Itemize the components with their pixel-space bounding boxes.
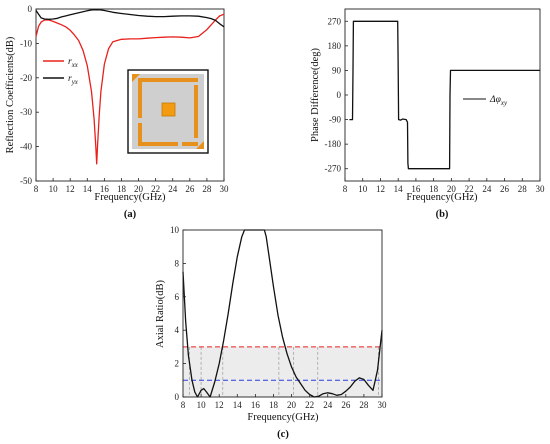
c-ytick-label: 8 <box>175 258 180 268</box>
a-xtick-label: 16 <box>100 184 110 194</box>
b-xtick-label: 30 <box>536 184 546 194</box>
b-ytick-label: -180 <box>325 139 342 149</box>
b-ytick-label: -270 <box>325 164 342 174</box>
a-xlabel: Frequency(GHz) <box>94 192 166 203</box>
c-panel-label: (c) <box>277 429 289 440</box>
a-panel-label: (a) <box>124 209 137 220</box>
c-ytick-label: 2 <box>175 359 180 369</box>
c-xtick-label: 20 <box>287 400 297 410</box>
c-xtick-label: 12 <box>215 400 224 410</box>
a-xtick-label: 8 <box>34 184 39 194</box>
a-ylabel: Reflection Coefficients(dB) <box>5 36 16 153</box>
b-xtick-label: 8 <box>343 184 348 194</box>
c-series-line-1 <box>182 229 383 398</box>
b-legend: Δφxy <box>463 95 508 107</box>
b-xtick-label: 10 <box>358 184 368 194</box>
plot-a-frame <box>35 8 225 182</box>
a-xtick-label: 14 <box>83 184 93 194</box>
b-xlabel: Frequency(GHz) <box>406 192 478 203</box>
b-ylabel: Phase Difference(deg) <box>310 48 321 142</box>
c-xtick-label: 16 <box>251 400 261 410</box>
a-ytick-label: -20 <box>20 73 32 83</box>
c-xlabel: Frequency(GHz) <box>247 412 319 423</box>
a-ytick-label: -40 <box>20 142 32 152</box>
c-xtick-label: 18 <box>269 400 279 410</box>
a-ytick-label: -30 <box>20 107 32 117</box>
b-panel-label: (b) <box>436 209 449 220</box>
a-xtick-label: 22 <box>151 184 160 194</box>
b-ytick-label: -90 <box>329 115 341 125</box>
a-series-line-2 <box>35 9 225 28</box>
b-ytick-label: 270 <box>328 16 342 26</box>
a-xtick-label: 28 <box>202 184 212 194</box>
a-xtick-label: 30 <box>220 184 230 194</box>
plot-c-frame <box>182 229 383 398</box>
c-ytick-label: 6 <box>175 292 180 302</box>
b-ytick-label: 0 <box>337 90 342 100</box>
b-ytick-label: 180 <box>328 41 342 51</box>
c-ytick-label: 4 <box>175 325 180 335</box>
b-xtick-label: 22 <box>465 184 474 194</box>
plot-b-frame <box>344 8 541 182</box>
b-ytick-label: 90 <box>332 65 342 75</box>
b-xtick-label: 28 <box>518 184 528 194</box>
c-ylabel: Axial Ratio(dB) <box>155 280 166 348</box>
a-ytick-label: -50 <box>20 176 32 186</box>
a-ytick-label: -10 <box>20 38 32 48</box>
a-ytick-label: 0 <box>28 4 33 14</box>
c-xtick-label: 10 <box>197 400 207 410</box>
c-xtick-label: 30 <box>378 400 388 410</box>
b-xtick-label: 20 <box>447 184 457 194</box>
a-legend: rxx ryx <box>43 57 79 86</box>
c-xtick-label: 28 <box>359 400 369 410</box>
c-ytick-label: 0 <box>175 392 180 402</box>
a-xtick-label: 18 <box>117 184 127 194</box>
a-legend-label-rxx: rxx <box>68 57 79 69</box>
unit-cell-icon <box>127 69 209 154</box>
b-xtick-label: 16 <box>411 184 421 194</box>
b-series-line-1 <box>349 20 540 170</box>
a-series-line-1 <box>35 13 225 165</box>
a-xtick-label: 12 <box>66 184 75 194</box>
c-xtick-label: 8 <box>181 400 186 410</box>
c-xtick-label: 14 <box>233 400 243 410</box>
a-xtick-label: 26 <box>185 184 195 194</box>
b-xtick-label: 24 <box>482 184 492 194</box>
panel-b: 8 10 12 14 16 18 20 22 24 26 28 30 270 180 90 0 -90 -180… <box>310 8 546 220</box>
c-xtick-label: 26 <box>341 400 351 410</box>
a-xtick-label: 20 <box>134 184 144 194</box>
b-xtick-label: 18 <box>429 184 439 194</box>
c-xtick-label: 24 <box>323 400 333 410</box>
b-xtick-label: 14 <box>394 184 404 194</box>
a-xtick-label: 10 <box>49 184 59 194</box>
b-xtick-label: 12 <box>376 184 385 194</box>
b-legend-label: Δφxy <box>489 95 508 107</box>
c-ytick-label: 10 <box>170 225 180 235</box>
c-xtick-label: 22 <box>305 400 314 410</box>
a-legend-label-ryx: ryx <box>68 74 79 86</box>
b-xtick-label: 26 <box>500 184 510 194</box>
a-xtick-label: 24 <box>168 184 178 194</box>
panel-a: 8 10 12 14 16 18 20 22 24 26 28 30 0 -10 -20 -30 -40 -50… <box>5 4 229 220</box>
